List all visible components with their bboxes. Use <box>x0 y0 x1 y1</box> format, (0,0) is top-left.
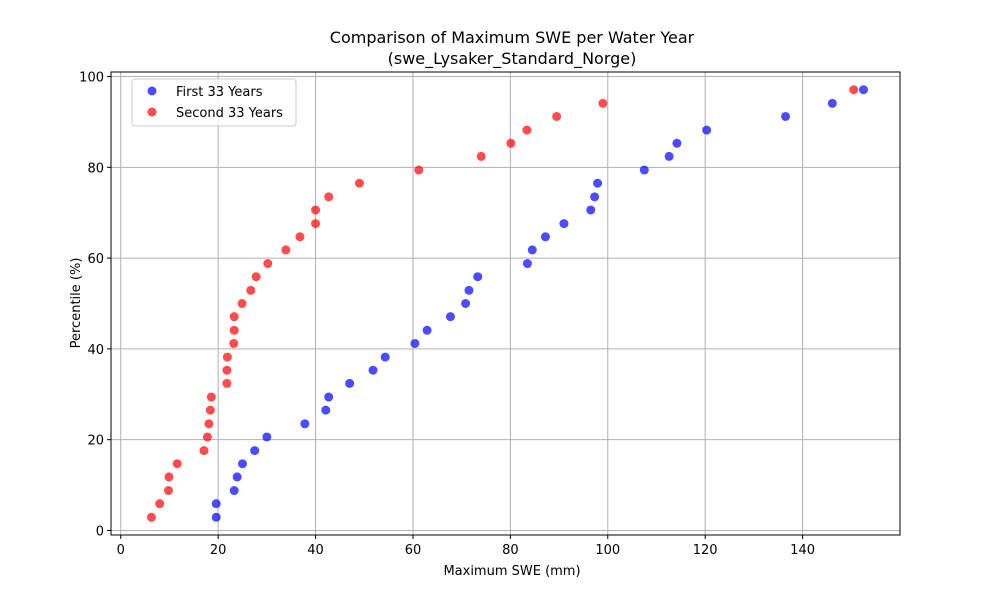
data-point <box>672 138 682 148</box>
data-point <box>263 259 273 269</box>
y-axis-label: Percentile (%) <box>69 258 84 349</box>
data-point <box>827 98 837 108</box>
x-tick-label: 40 <box>307 543 324 558</box>
data-point <box>229 486 239 496</box>
data-point <box>229 325 239 335</box>
plot-area-frame <box>110 71 901 536</box>
data-point <box>552 111 562 121</box>
data-point <box>164 472 174 482</box>
data-point <box>206 392 216 402</box>
y-tick-label: 80 <box>87 161 104 176</box>
x-tick-label: 0 <box>117 543 125 558</box>
series-2 <box>146 85 859 522</box>
data-point <box>163 486 173 496</box>
data-point <box>522 259 532 269</box>
data-point <box>414 165 424 175</box>
data-point <box>410 338 420 348</box>
x-tick-label: 60 <box>405 543 422 558</box>
data-point <box>354 178 364 188</box>
data-point <box>368 365 378 375</box>
x-tick-label: 80 <box>502 543 519 558</box>
legend-frame <box>131 78 297 127</box>
data-point <box>238 459 247 469</box>
data-point <box>155 499 165 509</box>
data-point <box>461 299 471 308</box>
y-tick-label: 100 <box>79 71 104 86</box>
data-point <box>251 272 261 282</box>
series-1 <box>211 85 868 522</box>
data-point <box>849 85 859 95</box>
x-tick-label: 100 <box>595 543 620 558</box>
data-point <box>527 245 537 255</box>
data-point <box>506 138 516 148</box>
data-point <box>321 405 331 415</box>
legend: First 33 Years Second 33 Years <box>131 78 297 127</box>
data-point <box>222 365 232 375</box>
data-point <box>250 446 260 456</box>
x-tick-label: 20 <box>210 543 227 558</box>
data-point <box>593 178 603 188</box>
data-point <box>590 192 600 202</box>
legend-label-first-33-years: First 33 Years <box>176 85 263 100</box>
data-point <box>324 192 334 202</box>
y-tick-label: 0 <box>96 524 104 539</box>
y-axis-ticks: 0 20 40 60 80 100 <box>79 71 111 539</box>
data-point <box>858 85 868 95</box>
data-point <box>311 205 321 215</box>
data-point <box>211 499 221 509</box>
chart-subtitle: (swe_Lysaker_Standard_Norge) <box>388 49 637 69</box>
data-point <box>222 352 232 362</box>
data-point <box>781 111 791 121</box>
data-point <box>311 219 321 229</box>
x-tick-label: 120 <box>693 543 718 558</box>
data-point <box>422 325 432 335</box>
data-point <box>211 512 221 522</box>
data-point <box>222 378 232 388</box>
chart-title: Comparison of Maximum SWE per Water Year <box>330 28 695 47</box>
x-tick-label: 140 <box>790 543 815 558</box>
data-point <box>522 125 532 135</box>
data-point <box>476 151 486 161</box>
data-point <box>540 232 550 242</box>
data-point <box>380 352 390 362</box>
data-point <box>281 245 291 255</box>
data-point <box>146 512 156 522</box>
legend-label-second-33-years: Second 33 Years <box>176 106 283 121</box>
data-point <box>559 219 569 229</box>
data-point <box>473 272 483 282</box>
data-point <box>295 232 305 242</box>
data-point <box>639 165 649 175</box>
legend-marker-second-33-years <box>147 107 157 117</box>
data-point <box>664 151 674 161</box>
data-point <box>205 405 215 415</box>
data-point <box>300 419 310 429</box>
data-points <box>146 85 868 522</box>
y-tick-label: 60 <box>87 252 104 267</box>
data-point <box>237 299 247 308</box>
legend-marker-first-33-years <box>147 86 157 96</box>
data-point <box>464 285 474 295</box>
data-point <box>598 98 608 108</box>
data-point <box>262 432 272 442</box>
data-point <box>232 472 242 482</box>
data-point <box>586 205 596 215</box>
data-point <box>229 338 239 348</box>
data-point <box>445 312 455 322</box>
x-axis-label: Maximum SWE (mm) <box>443 564 580 579</box>
data-point <box>199 446 209 456</box>
y-tick-label: 40 <box>87 343 104 358</box>
data-point <box>246 285 256 295</box>
data-point <box>345 378 355 388</box>
x-axis-ticks: 0 20 40 60 80 100 120 140 <box>117 535 815 558</box>
data-point <box>324 392 334 402</box>
data-point <box>172 459 182 469</box>
y-tick-label: 20 <box>87 434 104 449</box>
data-point <box>702 125 712 135</box>
grid-lines <box>111 72 900 535</box>
data-point <box>202 432 212 442</box>
data-point <box>204 419 214 429</box>
data-point <box>229 312 239 322</box>
